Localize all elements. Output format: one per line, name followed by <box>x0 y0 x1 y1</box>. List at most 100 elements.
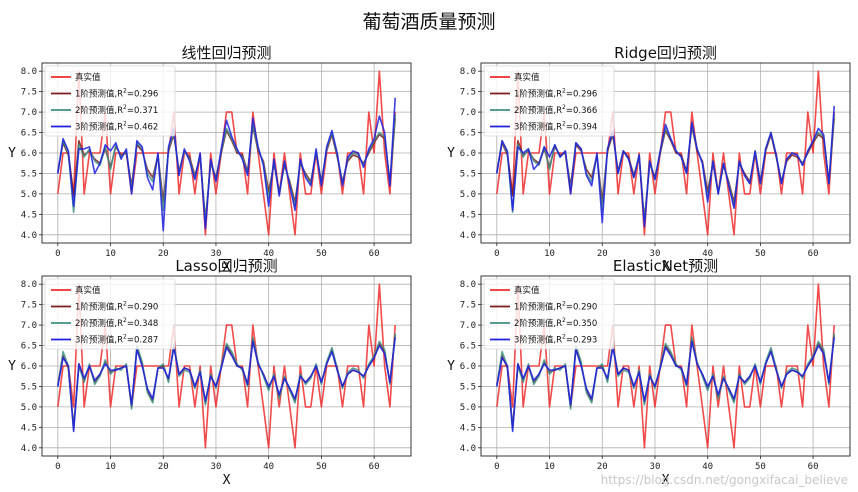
y-tick-label: 6.5 <box>460 129 476 139</box>
legend-label-1: 1阶预测值,R2=0.290 <box>75 301 158 313</box>
x-tick-label: 50 <box>316 249 327 259</box>
y-tick-label: 7.5 <box>460 301 476 311</box>
y-tick-label: 6.0 <box>460 149 476 159</box>
x-tick-label: 20 <box>597 462 608 472</box>
legend-label-0: 真实值 <box>75 72 101 83</box>
chart-panel: 0 10 20 30 40 50 60 4.0 4.5 5.0 5.5 6.0 6.5 7.0 7.5 8.0… <box>8 257 412 488</box>
y-tick-label: 6.0 <box>21 362 37 372</box>
x-tick-label: 50 <box>755 462 766 472</box>
x-tick-label: 60 <box>808 249 819 259</box>
series-line-3 <box>57 337 396 433</box>
legend-label-0: 真实值 <box>514 72 540 83</box>
y-tick-label: 4.5 <box>460 210 476 220</box>
chart-title: Ridge回归预测 <box>614 44 717 62</box>
x-tick-label: 40 <box>263 462 274 472</box>
y-tick-label: 5.0 <box>460 190 476 200</box>
x-tick-label: 0 <box>55 249 60 259</box>
x-tick-label: 30 <box>211 249 222 259</box>
legend-label-0: 真实值 <box>75 285 101 296</box>
y-tick-label: 6.0 <box>460 362 476 372</box>
y-tick-label: 7.0 <box>460 108 476 118</box>
x-tick-label: 60 <box>808 462 819 472</box>
legend-label-3: 3阶预测值,R2=0.462 <box>75 121 158 133</box>
y-tick-label: 8.0 <box>21 280 37 290</box>
legend-label-2: 2阶预测值,R2=0.371 <box>75 104 158 116</box>
y-tick-label: 7.0 <box>460 321 476 331</box>
chart-title: Lasso回归预测 <box>175 257 277 275</box>
y-tick-label: 5.0 <box>460 403 476 413</box>
x-tick-label: 0 <box>494 462 499 472</box>
y-tick-label: 8.0 <box>21 67 37 77</box>
y-axis-label: Y <box>447 359 455 374</box>
y-tick-label: 7.5 <box>21 88 37 98</box>
x-tick-label: 10 <box>105 462 116 472</box>
y-axis-label: Y <box>447 146 455 161</box>
figure-title: 葡萄酒质量预测 <box>362 11 495 33</box>
x-tick-label: 60 <box>369 462 380 472</box>
y-tick-label: 7.0 <box>21 321 37 331</box>
legend-label-1: 1阶预测值,R2=0.290 <box>514 301 597 313</box>
series-line-0 <box>496 283 835 449</box>
x-tick-label: 10 <box>105 249 116 259</box>
series-line-3 <box>496 105 835 228</box>
x-tick-label: 50 <box>755 249 766 259</box>
y-tick-label: 5.0 <box>21 403 37 413</box>
legend-label-2: 2阶预测值,R2=0.350 <box>514 317 597 329</box>
x-axis-label: X <box>662 473 670 488</box>
y-axis-label: Y <box>8 359 16 374</box>
y-tick-label: 6.5 <box>21 129 37 139</box>
y-tick-label: 5.0 <box>21 190 37 200</box>
chart-panel: 0 10 20 30 40 50 60 4.0 4.5 5.0 5.5 6.0 6.5 7.0 7.5 8.0… <box>447 257 851 488</box>
y-tick-label: 4.0 <box>21 231 37 241</box>
y-tick-label: 5.5 <box>21 382 37 392</box>
legend-box <box>44 65 176 137</box>
chart-panel: 0 10 20 30 40 50 60 4.0 4.5 5.0 5.5 6.0 6.5 7.0 7.5 8.0… <box>8 44 412 275</box>
y-tick-label: 5.5 <box>21 169 37 179</box>
y-tick-label: 4.5 <box>460 423 476 433</box>
x-tick-label: 10 <box>544 462 555 472</box>
y-axis-label: Y <box>8 146 16 161</box>
watermark-text: https://blog.csdn.net/gongxifacai_believ… <box>601 473 848 487</box>
x-tick-label: 40 <box>702 249 713 259</box>
y-tick-label: 6.0 <box>21 149 37 159</box>
y-tick-label: 4.5 <box>21 210 37 220</box>
legend-label-1: 1阶预测值,R2=0.296 <box>514 88 597 100</box>
x-tick-label: 10 <box>544 249 555 259</box>
legend-label-3: 3阶预测值,R2=0.293 <box>514 334 597 346</box>
x-tick-label: 0 <box>55 462 60 472</box>
legend-label-0: 真实值 <box>514 285 540 296</box>
y-tick-label: 6.5 <box>21 342 37 352</box>
x-tick-label: 0 <box>494 249 499 259</box>
y-tick-label: 8.0 <box>460 67 476 77</box>
legend-label-2: 2阶预测值,R2=0.348 <box>75 317 158 329</box>
chart-title: 线性回归预测 <box>181 44 271 62</box>
y-tick-label: 4.0 <box>460 444 476 454</box>
x-tick-label: 20 <box>158 249 169 259</box>
x-tick-label: 30 <box>650 249 661 259</box>
y-tick-label: 4.5 <box>21 423 37 433</box>
y-tick-label: 7.5 <box>21 301 37 311</box>
y-tick-label: 7.0 <box>21 108 37 118</box>
x-axis-label: X <box>223 473 231 488</box>
x-tick-label: 30 <box>650 462 661 472</box>
x-tick-label: 20 <box>597 249 608 259</box>
x-tick-label: 20 <box>158 462 169 472</box>
legend-label-2: 2阶预测值,R2=0.366 <box>514 104 597 116</box>
series-line-0 <box>57 283 396 449</box>
y-tick-label: 5.5 <box>460 382 476 392</box>
legend-label-1: 1阶预测值,R2=0.296 <box>75 88 158 100</box>
y-tick-label: 4.0 <box>21 444 37 454</box>
series-line-3 <box>496 337 835 433</box>
legend-label-3: 3阶预测值,R2=0.287 <box>75 334 158 346</box>
y-tick-label: 4.0 <box>460 231 476 241</box>
x-axis-label: X <box>662 260 670 275</box>
x-tick-label: 40 <box>263 249 274 259</box>
x-tick-label: 30 <box>211 462 222 472</box>
chart-panel: 0 10 20 30 40 50 60 4.0 4.5 5.0 5.5 6.0 6.5 7.0 7.5 8.0… <box>447 44 851 275</box>
legend-box <box>483 65 615 137</box>
legend-box <box>44 278 176 350</box>
y-tick-label: 5.5 <box>460 169 476 179</box>
y-tick-label: 7.5 <box>460 88 476 98</box>
y-tick-label: 6.5 <box>460 342 476 352</box>
